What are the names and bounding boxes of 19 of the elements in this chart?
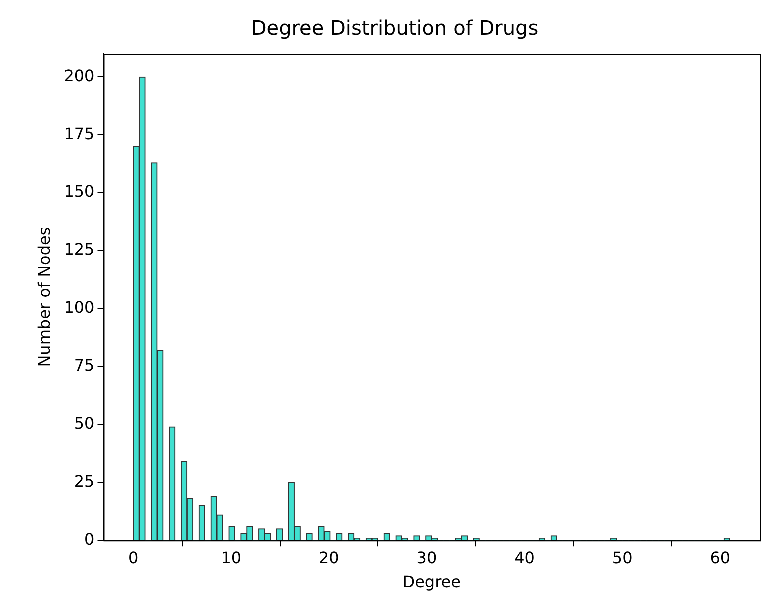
y-tick-label: 125 [64,240,95,260]
x-tick-label: 10 [221,548,242,568]
y-tick-label: 50 [74,414,95,433]
x-tick-label: 30 [416,548,438,568]
y-tick-label: 150 [64,182,95,202]
x-tick-label: 20 [318,548,340,568]
y-tick-label: 175 [64,124,95,144]
x-tick-label: 60 [710,548,731,568]
y-tick-label: 0 [84,530,95,549]
x-tick-label: 0 [128,548,139,568]
x-tick-label: 40 [514,548,535,568]
y-tick-label: 75 [74,356,95,375]
x-tick-label: 50 [612,548,633,568]
y-tick-label: 25 [74,472,95,491]
y-axis-title: Number of Nodes [34,227,54,368]
x-axis-title: Degree [402,572,461,592]
y-tick-label: 100 [64,298,95,318]
y-tick-label: 200 [64,66,95,86]
chart-title: Degree Distribution of Drugs [251,16,539,40]
